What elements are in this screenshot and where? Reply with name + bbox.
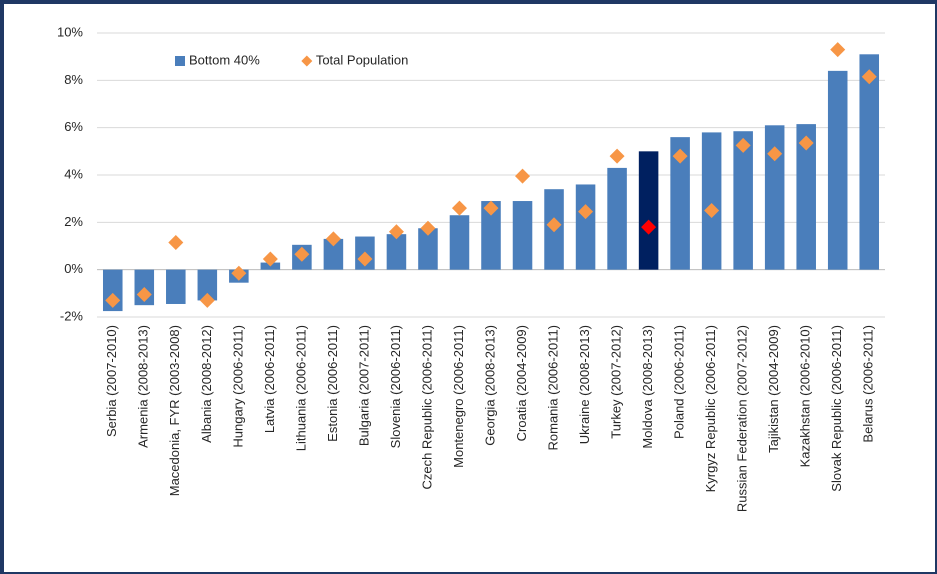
x-tick-label: Slovenia (2006-2011) bbox=[388, 325, 403, 448]
x-tick-label: Estonia (2006-2011) bbox=[325, 325, 340, 442]
x-tick-label: Ukraine (2008-2013) bbox=[577, 325, 592, 444]
bar bbox=[418, 228, 438, 270]
x-tick-label: Kazakhstan (2006-2010) bbox=[798, 325, 813, 467]
x-tick-label: Serbia (2007-2010) bbox=[104, 325, 119, 437]
bar bbox=[575, 184, 596, 270]
x-tick-label: Poland (2006-2011) bbox=[672, 325, 687, 439]
bar bbox=[796, 124, 816, 270]
y-tick-label: -2% bbox=[60, 308, 84, 323]
y-tick-label: 0% bbox=[64, 261, 83, 276]
diamond-marker bbox=[483, 200, 499, 216]
x-tick-label: Belarus (2006-2011) bbox=[861, 325, 876, 443]
bar bbox=[323, 238, 344, 270]
diamond-marker bbox=[609, 148, 625, 164]
x-tick-label: Slovak Republic (2006-2011) bbox=[829, 325, 844, 492]
legend-swatch bbox=[301, 55, 313, 67]
x-tick-label: Kyrgyz Republic (2006-2011) bbox=[703, 325, 718, 492]
bar bbox=[638, 151, 659, 270]
diamond-marker bbox=[578, 204, 594, 220]
diamond-marker bbox=[515, 168, 531, 184]
x-tick-label: Georgia (2008-2013) bbox=[482, 325, 497, 446]
legend-swatch bbox=[175, 56, 185, 66]
diamond-marker bbox=[168, 234, 184, 250]
bar bbox=[386, 234, 407, 270]
bar bbox=[449, 215, 470, 270]
diamond-marker bbox=[830, 42, 846, 58]
x-tick-label: Armenia (2008-2013) bbox=[136, 325, 151, 448]
x-tick-label: Romania (2006-2011) bbox=[545, 325, 560, 451]
diamond-marker bbox=[136, 287, 152, 303]
y-tick-label: 2% bbox=[64, 214, 83, 229]
x-tick-label: Latvia (2006-2011) bbox=[262, 325, 277, 433]
legend-label: Total Population bbox=[316, 52, 409, 67]
x-tick-label: Lithuania (2006-2011) bbox=[293, 325, 308, 451]
x-tick-label: Hungary (2006-2011) bbox=[230, 325, 245, 448]
diamond-marker bbox=[262, 251, 278, 267]
diamond-marker bbox=[641, 219, 657, 235]
x-tick-label: Czech Republic (2006-2011) bbox=[419, 325, 434, 490]
diamond-marker bbox=[546, 217, 562, 233]
bar bbox=[481, 201, 501, 270]
diamond-marker bbox=[231, 265, 247, 281]
bar bbox=[701, 132, 722, 270]
diamond-marker bbox=[199, 292, 215, 308]
x-tick-label: Macedonia, FYR (2003-2008) bbox=[167, 325, 182, 496]
bar bbox=[733, 131, 753, 270]
bar bbox=[607, 167, 627, 270]
x-tick-label: Moldova (2008-2013) bbox=[640, 325, 655, 449]
x-tick-label: Albania (2008-2012) bbox=[199, 325, 214, 443]
bar bbox=[764, 125, 785, 270]
y-tick-label: 4% bbox=[64, 166, 83, 181]
bar bbox=[827, 70, 848, 270]
y-tick-label: 6% bbox=[64, 119, 83, 134]
diamond-marker bbox=[294, 246, 310, 262]
diamond-marker bbox=[451, 200, 467, 216]
diamond-marker bbox=[767, 146, 783, 162]
diamond-marker bbox=[388, 224, 404, 240]
x-tick-label: Croatia (2004-2009) bbox=[514, 325, 529, 441]
bar bbox=[166, 269, 186, 304]
y-tick-label: 8% bbox=[64, 72, 83, 87]
diamond-marker bbox=[357, 251, 373, 267]
y-tick-label: 10% bbox=[57, 24, 83, 39]
diamond-marker bbox=[798, 135, 814, 151]
diamond-marker bbox=[861, 69, 877, 85]
diamond-marker bbox=[420, 220, 436, 236]
diamond-marker bbox=[672, 148, 688, 164]
bar bbox=[512, 201, 533, 270]
x-tick-label: Bulgaria (2007-2011) bbox=[356, 325, 371, 446]
x-tick-label: Russian Federation (2007-2012) bbox=[735, 325, 750, 512]
x-tick-label: Tajikistan (2004-2009) bbox=[766, 325, 781, 453]
x-tick-label: Montenegro (2006-2011) bbox=[451, 325, 466, 468]
diamond-marker bbox=[105, 292, 121, 308]
bar bbox=[197, 269, 218, 301]
bar bbox=[670, 137, 690, 270]
bar bbox=[859, 54, 880, 270]
x-tick-label: Turkey (2007-2012) bbox=[609, 325, 624, 439]
diamond-marker bbox=[735, 137, 751, 153]
legend-label: Bottom 40% bbox=[189, 52, 260, 67]
diamond-marker bbox=[704, 203, 720, 218]
diamond-marker bbox=[325, 231, 341, 247]
